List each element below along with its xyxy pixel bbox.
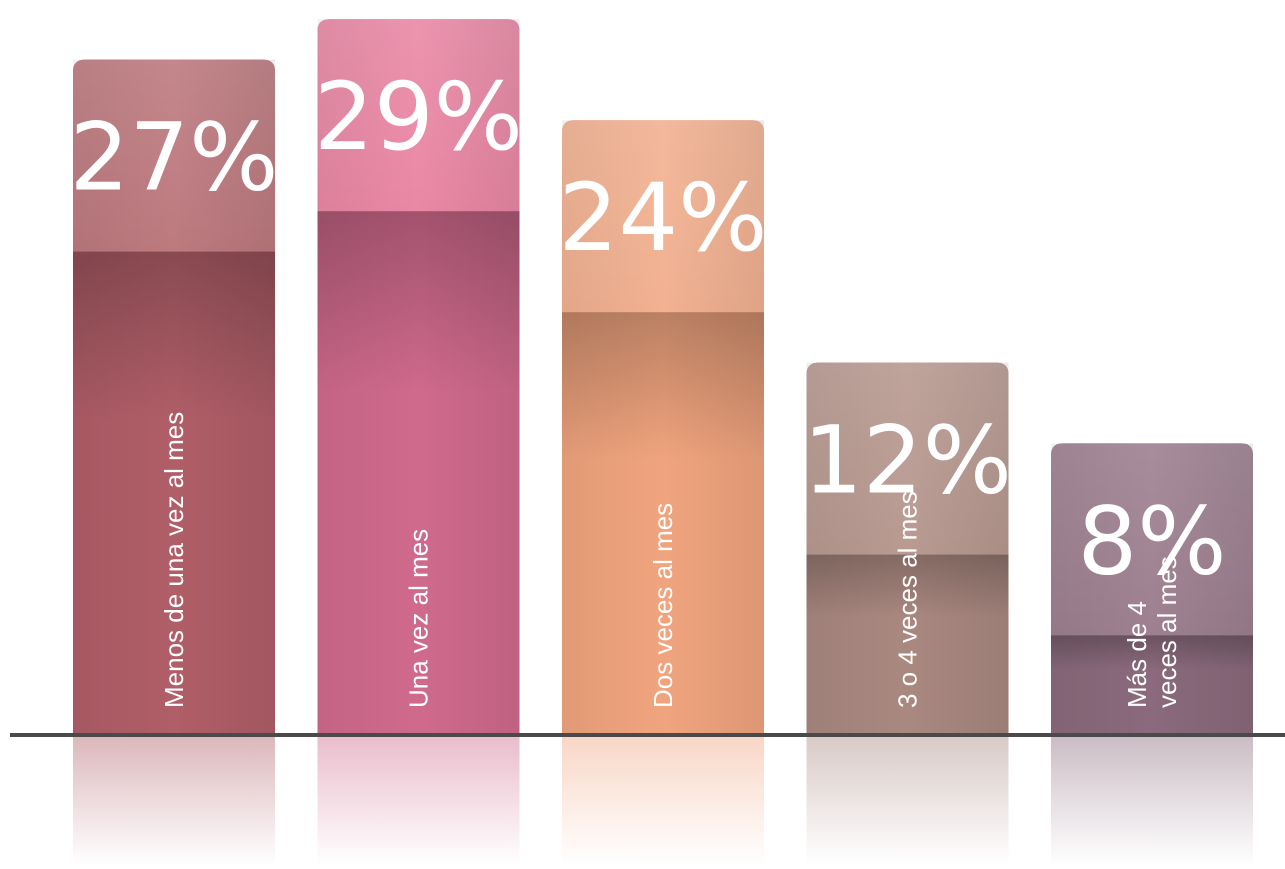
bar-group: 12%3 o 4 veces al mes: [803, 362, 1012, 865]
bar-reflection: [317, 735, 520, 865]
category-label-line: 3 o 4 veces al mes: [893, 491, 923, 708]
data-label: 29%: [314, 63, 523, 172]
category-label: 3 o 4 veces al mes: [893, 491, 923, 708]
bar-group: 27% Menos de una vez al mes: [70, 59, 279, 865]
data-label: 24%: [559, 164, 768, 273]
category-label: Dos veces al mes: [648, 503, 678, 708]
category-label-line: Menos de una vez al mes: [159, 412, 189, 708]
category-label-line: Más de 4: [1122, 601, 1152, 708]
data-label: 8%: [1077, 487, 1226, 596]
category-label-line: Una vez al mes: [404, 529, 434, 708]
category-label-line: Dos veces al mes: [648, 503, 678, 708]
bar-reflection: [1051, 735, 1253, 865]
bar-side-shade: [73, 59, 275, 736]
bar-group: 24% Dos veces al mes: [559, 120, 768, 865]
bar-side-shade: [1051, 443, 1253, 735]
bars-layer: 27% Menos de una vez al mes 29% Una vez al …: [70, 19, 1253, 865]
bar-reflection: [73, 735, 275, 865]
bar-side-shade: [317, 19, 520, 735]
data-label: 12%: [803, 407, 1012, 516]
category-label: Menos de una vez al mes: [159, 412, 189, 708]
category-label-line: veces al mes: [1152, 556, 1182, 708]
bar-reflection: [806, 735, 1009, 865]
bar-side-shade: [806, 362, 1009, 735]
category-label: Más de 4veces al mes: [1122, 556, 1182, 708]
bar-reflection: [562, 735, 764, 865]
bar-side-shade: [562, 120, 764, 735]
bar-group: 8%Más de 4veces al mes: [1051, 443, 1253, 865]
category-label: Una vez al mes: [404, 529, 434, 708]
data-label: 27%: [70, 104, 279, 213]
bar-group: 29% Una vez al mes: [314, 19, 523, 865]
